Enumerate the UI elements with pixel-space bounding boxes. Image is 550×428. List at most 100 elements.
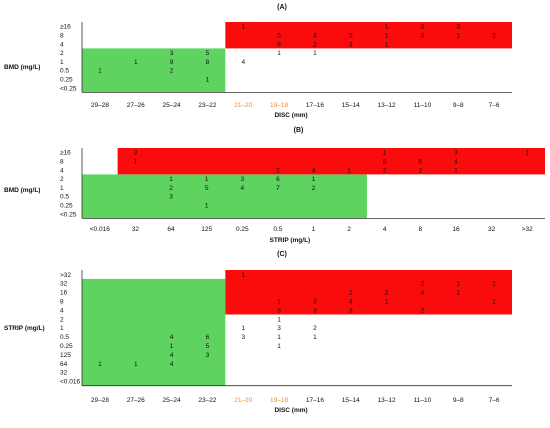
cell-count: 1: [98, 361, 102, 368]
cell-count: 1: [170, 343, 174, 350]
cell-count: 1: [205, 203, 209, 210]
cell-count: 1: [492, 298, 496, 305]
x-axis-label: STRIP (mg/L): [270, 237, 311, 244]
x-tick-label: >32: [522, 226, 533, 233]
cell-count: 4: [240, 185, 244, 192]
cell-count: 1: [312, 176, 316, 183]
x-tick-label: 13–12: [378, 102, 396, 109]
cell-count: 4: [312, 167, 316, 174]
cell-count: 1: [349, 290, 353, 297]
cell-count: 1: [492, 281, 496, 288]
cell-count: 3: [170, 50, 174, 57]
x-tick-label: 0.25: [236, 226, 249, 233]
cell-count: 6: [277, 41, 281, 48]
cell-count: 1: [347, 167, 351, 174]
cell-count: 3: [313, 298, 317, 305]
cell-count: 3: [240, 176, 244, 183]
y-tick-label: 8: [60, 159, 64, 166]
cell-count: 3: [454, 150, 458, 157]
x-tick-label: 32: [488, 226, 496, 233]
cell-count: 2: [170, 68, 174, 75]
cell-count: 1: [313, 50, 317, 57]
cell-count: 1: [134, 361, 138, 368]
x-tick-label: 4: [383, 226, 387, 233]
cell-count: 1: [277, 298, 281, 305]
cell-count: 5: [277, 33, 281, 40]
cell-count: 1: [383, 150, 387, 157]
cell-count: 2: [169, 185, 173, 192]
cell-count: 1: [313, 334, 317, 341]
y-tick-label: 125: [60, 352, 71, 359]
cell-count: 1: [277, 316, 281, 323]
x-tick-label: 11–10: [414, 102, 432, 109]
y-tick-label: ≥16: [60, 150, 71, 157]
x-tick-label: 32: [132, 226, 140, 233]
cell-count: 1: [134, 159, 138, 166]
cell-count: 3: [206, 352, 210, 359]
x-tick-label: 16: [452, 226, 460, 233]
x-tick-label: 0.5: [273, 226, 282, 233]
cell-count: 7: [276, 185, 280, 192]
x-tick-label: 8: [419, 226, 423, 233]
cell-count: 4: [349, 298, 353, 305]
x-axis-label: DISC (mm): [274, 407, 307, 414]
y-axis-label: BMD (mg/L): [4, 187, 40, 194]
y-tick-label: <0.016: [60, 379, 80, 386]
cell-count: 3: [421, 24, 425, 31]
x-tick-label: 27–26: [127, 397, 145, 404]
cell-count: 1: [241, 24, 245, 31]
cell-count: 1: [277, 334, 281, 341]
panel-label: (A): [277, 4, 287, 11]
cell-count: 1: [456, 290, 460, 297]
x-tick-label: 9–8: [453, 397, 464, 404]
cell-count: 1: [385, 24, 389, 31]
cell-count: 1: [205, 176, 209, 183]
y-axis-label: BMD (mg/L): [4, 64, 40, 71]
panel-label: (C): [277, 251, 287, 258]
x-tick-label: 7–6: [489, 397, 500, 404]
cell-count: 8: [383, 159, 387, 166]
cell-count: 1: [385, 41, 389, 48]
y-tick-label: 2: [60, 316, 64, 323]
x-tick-label: 13–12: [378, 397, 396, 404]
cell-count: 4: [421, 290, 425, 297]
cell-count: 1: [385, 298, 389, 305]
y-tick-label: 2: [60, 50, 64, 57]
cell-count: 2: [492, 33, 496, 40]
y-tick-label: 0.25: [60, 77, 73, 84]
cell-count: 3: [313, 307, 317, 314]
y-tick-label: ≥16: [60, 24, 71, 31]
x-tick-label: 17–16: [306, 397, 324, 404]
green-region: [82, 278, 226, 386]
cell-count: 3: [134, 150, 138, 157]
cell-count: 2: [313, 41, 317, 48]
y-tick-label: <0.25: [60, 211, 77, 218]
y-tick-label: 16: [60, 290, 68, 297]
x-tick-label: 21–20: [234, 397, 252, 404]
x-tick-label: 25–24: [163, 102, 181, 109]
x-tick-label: 23–22: [198, 397, 216, 404]
y-axis-label: STRIP (mg/L): [4, 325, 45, 332]
cell-count: 6: [206, 334, 210, 341]
y-tick-label: 32: [60, 370, 68, 377]
y-tick-label: 32: [60, 281, 68, 288]
cell-count: 3: [277, 325, 281, 332]
y-tick-label: 8: [60, 33, 64, 40]
y-tick-label: 0.5: [60, 334, 69, 341]
cell-count: 1: [385, 33, 389, 40]
cell-count: 2: [421, 281, 425, 288]
x-tick-label: 29–28: [91, 102, 109, 109]
y-tick-label: 4: [60, 167, 64, 174]
cell-count: 1: [241, 325, 245, 332]
panel-c: (C)STRIP (mg/L)>32321684210.50.251256432…: [4, 251, 513, 414]
cell-count: 1: [277, 343, 281, 350]
cell-count: 4: [241, 59, 245, 66]
cell-count: 3: [456, 24, 460, 31]
x-tick-label: 25–24: [163, 397, 181, 404]
y-tick-label: <0.25: [60, 85, 77, 92]
cell-count: 2: [312, 185, 316, 192]
y-tick-label: 0.5: [60, 194, 69, 201]
y-tick-label: 2: [60, 176, 64, 183]
cell-count: 1: [525, 150, 529, 157]
